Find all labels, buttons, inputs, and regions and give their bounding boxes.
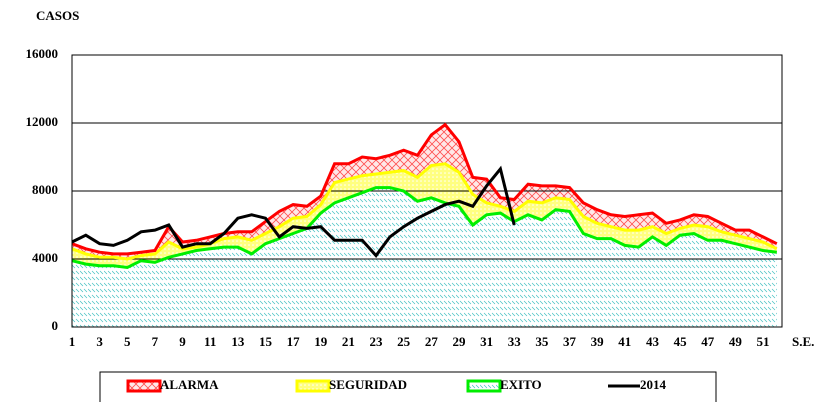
- x-tick-label: 31: [480, 334, 493, 349]
- x-tick-label: 39: [591, 334, 605, 349]
- legend-label: SEGURIDAD: [329, 377, 407, 392]
- x-tick-label: 19: [314, 334, 328, 349]
- area-edge: [71, 122, 778, 256]
- legend-label: ALARMA: [160, 377, 219, 392]
- x-tick-label: 27: [425, 334, 439, 349]
- area: [72, 187, 777, 327]
- x-tick-label: 33: [508, 334, 522, 349]
- y-tick-label: 0: [52, 318, 59, 333]
- x-tick-label: 11: [204, 334, 216, 349]
- x-tick-label: 13: [231, 334, 245, 349]
- plot-border: [71, 54, 783, 328]
- legend-swatch: [466, 379, 502, 393]
- x-tick-label: 23: [370, 334, 384, 349]
- x-tick-label: 7: [152, 334, 159, 349]
- x-tick-label: 49: [729, 334, 743, 349]
- x-tick-label: 25: [397, 334, 411, 349]
- x-tick-label: 9: [179, 334, 186, 349]
- x-tick-label: 35: [535, 334, 549, 349]
- y-tick-label: 12000: [26, 114, 59, 129]
- x-axis-label: S.E.: [792, 334, 814, 349]
- area-edge: [71, 186, 778, 270]
- y-tick-label: 8000: [32, 182, 58, 197]
- x-tick-label: 41: [618, 334, 631, 349]
- y-tick-label: 16000: [26, 46, 59, 61]
- x-tick-label: 5: [124, 334, 131, 349]
- x-tick-label: 1: [69, 334, 76, 349]
- x-tick-label: 3: [96, 334, 103, 349]
- line: [71, 165, 516, 258]
- y-tick-label: 4000: [32, 250, 58, 265]
- x-tick-label: 37: [563, 334, 577, 349]
- area-edge: [71, 162, 778, 261]
- y-axis-label: CASOS: [36, 8, 79, 23]
- area: [72, 124, 777, 259]
- legend-swatch: [126, 379, 162, 393]
- legend-label: 2014: [640, 377, 667, 392]
- legend-swatch: [295, 379, 331, 393]
- area: [72, 163, 777, 268]
- x-tick-label: 29: [452, 334, 466, 349]
- x-tick-label: 45: [674, 334, 688, 349]
- x-tick-label: 47: [701, 334, 715, 349]
- x-tick-label: 51: [757, 334, 770, 349]
- x-tick-label: 43: [646, 334, 660, 349]
- x-tick-label: 21: [342, 334, 355, 349]
- legend-label: EXITO: [500, 377, 542, 392]
- x-tick-label: 15: [259, 334, 273, 349]
- x-tick-label: 17: [287, 334, 301, 349]
